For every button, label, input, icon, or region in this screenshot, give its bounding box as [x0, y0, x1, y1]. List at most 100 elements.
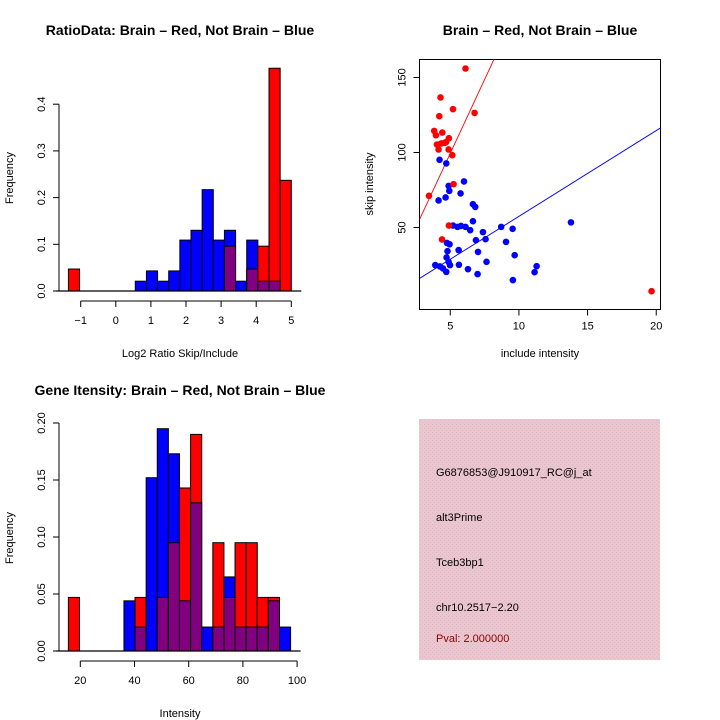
not-brain-point — [471, 203, 479, 211]
brain-point — [449, 105, 457, 113]
not-brain-point — [497, 223, 505, 231]
scatter-points — [425, 65, 655, 295]
brain-bar — [67, 268, 81, 292]
x-tick-label: 3 — [218, 315, 224, 327]
info-panel-background — [419, 419, 660, 660]
not-brain-point — [482, 235, 489, 243]
not-brain-fit-line — [419, 127, 661, 279]
x-tick-label: 20 — [650, 321, 662, 333]
not-brain-bar — [201, 626, 214, 652]
x-tick-label: 5 — [288, 315, 294, 327]
not-brain-bar — [278, 626, 292, 652]
overlap-bar — [257, 280, 270, 292]
y-tick-label: 50 — [397, 221, 409, 233]
not-brain-point — [455, 246, 462, 254]
x-tick-label: 15 — [581, 321, 593, 333]
not-brain-point — [472, 236, 480, 244]
ratio-histogram-xlabel: Log2 Ratio Skip/Include — [122, 348, 238, 360]
scatter-plot-box — [419, 59, 661, 310]
overlap-bar — [223, 245, 237, 292]
brain-point — [462, 65, 469, 72]
not-brain-bar — [145, 477, 158, 652]
x-tick-label: 80 — [237, 675, 249, 687]
scatter-fit-lines — [419, 59, 661, 279]
x-tick-label: −1 — [74, 315, 87, 327]
not-brain-point — [445, 187, 453, 195]
not-brain-point — [462, 223, 469, 231]
gene-histogram-ylabel: Frequency — [4, 512, 16, 564]
not-brain-point — [533, 262, 540, 270]
not-brain-point — [509, 276, 517, 284]
not-brain-bar — [212, 239, 225, 292]
y-tick-label: 0.00 — [36, 640, 48, 661]
not-brain-point — [446, 240, 453, 248]
not-brain-point — [474, 248, 482, 256]
overlap-bar — [167, 542, 180, 652]
not-brain-point — [466, 226, 474, 234]
gene-histogram-axes: 0.00 0.05 0.10 0.15 0.20 20 40 60 80 100 — [36, 412, 306, 687]
brain-point — [437, 94, 444, 101]
not-brain-point — [436, 156, 443, 164]
brain-point — [435, 112, 443, 120]
not-brain-bar — [201, 189, 214, 292]
gene-histogram-bars — [67, 428, 292, 652]
not-brain-point — [460, 178, 468, 185]
scatter-ylabel: skip intensity — [364, 152, 376, 215]
not-brain-bar — [145, 270, 159, 292]
x-tick-label: 10 — [513, 321, 525, 333]
brain-point — [471, 109, 478, 117]
not-brain-bar — [123, 600, 136, 652]
x-tick-label: 20 — [74, 675, 86, 687]
gene-histogram-panel: Gene Itensity: Brain – Red, Not Brain – … — [4, 382, 326, 720]
not-brain-point — [479, 228, 487, 236]
overlap-bar — [134, 626, 147, 652]
overlap-bar — [267, 600, 280, 652]
probe-id-text: G6876853@J910917_RC@j_at — [436, 467, 592, 479]
not-brain-point — [511, 251, 518, 259]
brain-bar — [67, 596, 80, 652]
not-brain-point — [442, 194, 449, 201]
brain-point — [435, 146, 442, 153]
not-brain-point — [502, 238, 510, 246]
event-type-text: alt3Prime — [436, 512, 482, 524]
x-tick-label: 40 — [128, 675, 140, 687]
ratio-histogram-panel: RatioData: Brain – Red, Not Brain – Blue… — [4, 22, 314, 360]
y-tick-label: 0.05 — [36, 583, 48, 604]
x-tick-label: 2 — [183, 315, 189, 327]
not-brain-point — [442, 268, 450, 276]
not-brain-point — [464, 265, 472, 273]
brain-point — [438, 236, 446, 243]
brain-point — [449, 151, 456, 159]
brain-point — [442, 138, 450, 146]
brain-point — [425, 192, 433, 200]
brain-point — [648, 287, 655, 295]
y-tick-label: 150 — [397, 68, 409, 86]
not-brain-point — [567, 219, 575, 226]
overlap-bar — [156, 596, 169, 652]
x-tick-label: 4 — [253, 315, 259, 327]
brain-point — [438, 129, 446, 136]
x-tick-label: 60 — [183, 675, 195, 687]
not-brain-bar — [235, 280, 248, 292]
not-brain-bar — [157, 280, 170, 292]
overlap-bar — [178, 600, 192, 652]
brain-bar — [279, 179, 292, 292]
not-brain-point — [509, 225, 516, 233]
gene-name-text: Tceb3bp1 — [436, 557, 484, 569]
location-text: chr10.2517−2.20 — [436, 602, 519, 614]
not-brain-point — [483, 258, 490, 266]
ratio-histogram-bars — [67, 67, 292, 292]
not-brain-point — [446, 261, 454, 269]
not-brain-bar — [168, 270, 181, 292]
ratio-histogram-ylabel: Frequency — [4, 152, 16, 204]
y-tick-label: 0.10 — [36, 526, 48, 547]
y-tick-label: 0.2 — [36, 190, 48, 205]
y-tick-label: 100 — [397, 143, 409, 161]
not-brain-point — [474, 270, 481, 278]
not-brain-point — [469, 217, 477, 225]
x-tick-label: 5 — [447, 321, 453, 333]
pval-text: Pval: 2.000000 — [436, 633, 509, 645]
not-brain-point — [435, 197, 442, 204]
gene-histogram-title: Gene Itensity: Brain – Red, Not Brain – … — [35, 382, 326, 398]
